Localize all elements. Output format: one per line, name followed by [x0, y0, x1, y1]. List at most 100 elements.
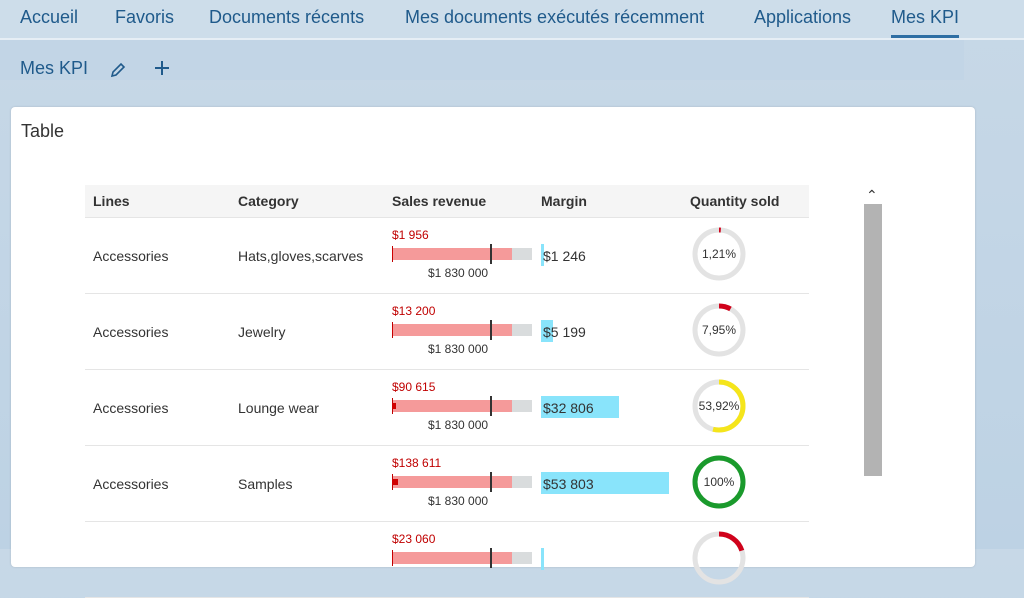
tab-mes-documents-executes[interactable]: Mes documents exécutés récemment [405, 7, 705, 27]
bullet-target-marker [490, 243, 492, 264]
revenue-value: $90 615 [392, 379, 436, 394]
cell-margin: $53 803 [533, 445, 682, 522]
quantity-donut: 7,95% [692, 303, 746, 357]
revenue-value: $23 060 [392, 531, 436, 546]
quantity-value: 100% [704, 475, 735, 489]
bullet-actual [392, 402, 397, 409]
margin-bar-chart: $5 199 [541, 319, 681, 344]
table-row[interactable]: Accessories Lounge wear $90 615 $1 830 0… [85, 369, 809, 446]
bullet-chart: $13 200 $1 830 000 [392, 302, 532, 362]
cell-margin: $1 246 [533, 217, 682, 294]
margin-value: $5 199 [543, 323, 586, 340]
donut-progress [692, 531, 746, 585]
bullet-chart: $23 060 [392, 530, 532, 590]
revenue-value: $138 611 [392, 455, 442, 470]
margin-bar [541, 243, 544, 266]
cell-quantity-sold: 53,92% [682, 369, 809, 446]
column-header-category[interactable]: Category [230, 185, 384, 218]
bullet-chart: $1 956 $1 830 000 [392, 226, 532, 286]
column-header-sales-revenue[interactable]: Sales revenue [384, 185, 533, 218]
caret-up-icon[interactable]: ⌃ [866, 187, 878, 203]
bullet-actual [392, 250, 393, 257]
column-header-quantity-sold[interactable]: Quantity sold [682, 185, 809, 218]
card-title: Table [21, 121, 65, 141]
kpi-card: Table Lines Category Sales revenue Margi… [11, 107, 975, 598]
quantity-donut: 1,21% [692, 227, 746, 281]
cell-quantity-sold: 100% [682, 445, 809, 522]
bullet-range [392, 247, 512, 260]
tab-applications[interactable]: Applications [754, 7, 852, 27]
margin-bar-chart [541, 547, 681, 572]
cell-sales-revenue: $1 956 $1 830 000 [384, 217, 533, 294]
cell-line: Accessories [85, 369, 230, 446]
revenue-goal: $1 830 000 [428, 417, 489, 432]
bullet-target-marker [490, 547, 492, 568]
cell-line: Accessories [85, 217, 230, 294]
revenue-value: $1 956 [392, 227, 429, 242]
kpi-table: Lines Category Sales revenue Margin Quan… [85, 185, 809, 598]
vertical-scrollbar[interactable] [864, 204, 882, 476]
cell-quantity-sold [682, 521, 809, 598]
cell-line: Accessories [85, 293, 230, 370]
table-header-row: Lines Category Sales revenue Margin Quan… [85, 185, 809, 218]
quantity-value: 1,21% [702, 247, 736, 261]
cell-category: Samples [230, 445, 384, 522]
pencil-icon[interactable] [108, 60, 128, 80]
plus-icon[interactable] [152, 58, 172, 78]
bullet-target-marker [490, 395, 492, 416]
quantity-donut [692, 531, 746, 585]
bullet-range [392, 475, 512, 488]
margin-value: $1 246 [543, 247, 586, 264]
tab-accueil[interactable]: Accueil [20, 7, 79, 27]
cell-quantity-sold: 1,21% [682, 217, 809, 294]
quantity-value: 53,92% [699, 399, 740, 413]
cell-margin [533, 521, 682, 598]
bullet-chart: $138 611 $1 830 000 [392, 454, 532, 514]
page-title: Mes KPI [20, 58, 89, 78]
cell-margin: $32 806 [533, 369, 682, 446]
donut-progress [692, 379, 746, 433]
cell-quantity-sold: 7,95% [682, 293, 809, 370]
donut-progress [692, 227, 746, 281]
tab-mes-kpi[interactable]: Mes KPI [891, 7, 960, 38]
tab-favoris[interactable]: Favoris [115, 7, 175, 27]
cell-sales-revenue: $13 200 $1 830 000 [384, 293, 533, 370]
bullet-actual [392, 326, 393, 333]
table-row[interactable]: Accessories Hats,gloves,scarves $1 956 $… [85, 217, 809, 294]
donut-progress [692, 303, 746, 357]
donut-progress [692, 455, 746, 509]
table-row[interactable]: Accessories Samples $138 611 $1 830 000 … [85, 445, 809, 522]
revenue-goal: $1 830 000 [428, 493, 489, 508]
margin-bar-chart: $53 803 [541, 471, 681, 496]
column-header-margin[interactable]: Margin [533, 185, 682, 218]
quantity-donut: 100% [692, 455, 746, 509]
margin-bar [541, 471, 670, 494]
bullet-actual [392, 478, 399, 485]
margin-bar [541, 319, 553, 342]
cell-category [230, 521, 384, 598]
cell-line: Accessories [85, 445, 230, 522]
cell-category: Lounge wear [230, 369, 384, 446]
table-row[interactable]: $23 060 [85, 521, 809, 598]
revenue-goal: $1 830 000 [428, 341, 489, 356]
bullet-target-marker [490, 319, 492, 340]
margin-value: $53 803 [543, 475, 594, 492]
column-header-lines[interactable]: Lines [85, 185, 230, 218]
cell-category: Jewelry [230, 293, 384, 370]
bullet-actual [392, 554, 394, 561]
kpi-toolbar: Mes KPI [0, 40, 964, 80]
revenue-value: $13 200 [392, 303, 436, 318]
bullet-range [392, 323, 512, 336]
margin-bar [541, 547, 544, 570]
table-row[interactable]: Accessories Jewelry $13 200 $1 830 000 $… [85, 293, 809, 370]
quantity-value: 7,95% [702, 323, 736, 337]
cell-margin: $5 199 [533, 293, 682, 370]
margin-bar [541, 395, 619, 418]
tab-documents-recents[interactable]: Documents récents [209, 7, 365, 27]
cell-sales-revenue: $138 611 $1 830 000 [384, 445, 533, 522]
cell-category: Hats,gloves,scarves [230, 217, 384, 294]
bullet-target-marker [490, 471, 492, 492]
cell-sales-revenue: $23 060 [384, 521, 533, 598]
cell-sales-revenue: $90 615 $1 830 000 [384, 369, 533, 446]
top-tab-bar: Accueil Favoris Documents récents Mes do… [0, 0, 1024, 40]
